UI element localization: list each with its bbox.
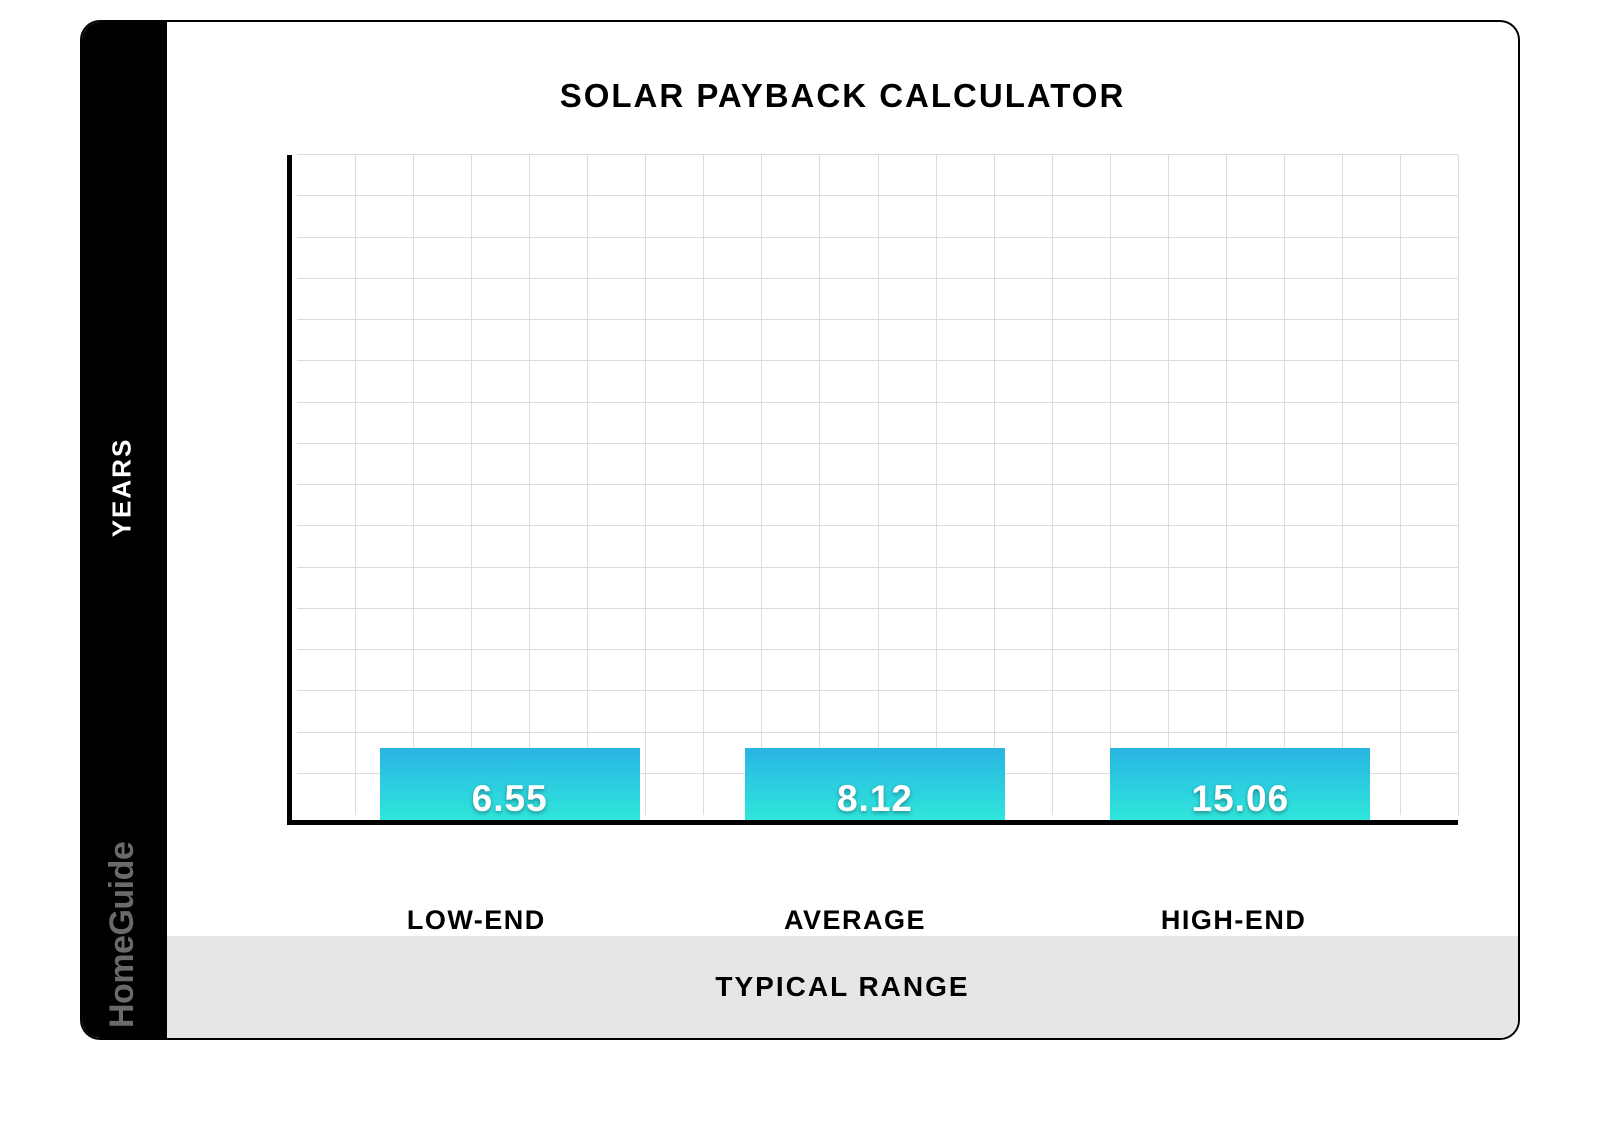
brand-logo: HomeGuide	[103, 842, 142, 1028]
y-axis-label: YEARS	[107, 438, 138, 538]
bar-value: 6.55	[472, 778, 548, 820]
x-axis-label: TYPICAL RANGE	[187, 971, 1498, 1003]
x-tick-label: AVERAGE	[685, 905, 1026, 936]
bar-value: 15.06	[1192, 778, 1290, 820]
footer: TYPICAL RANGE	[167, 936, 1518, 1038]
bar-wrap: 8.12	[711, 748, 1040, 820]
bar: 8.12	[745, 748, 1005, 820]
bar-wrap: 6.55	[345, 748, 674, 820]
bar: 6.55	[380, 748, 640, 820]
x-tick-label: LOW-END	[306, 905, 647, 936]
main-area: SOLAR PAYBACK CALCULATOR 6.55 8.12 15.06 L…	[167, 22, 1518, 1038]
bar: 15.06	[1110, 748, 1370, 820]
chart-card: YEARS HomeGuide SOLAR PAYBACK CALCULATOR…	[80, 20, 1520, 1040]
chart-area: 6.55 8.12 15.06	[167, 145, 1518, 875]
bar-value: 8.12	[837, 778, 913, 820]
sidebar: YEARS HomeGuide	[82, 22, 167, 1038]
chart-title: SOLAR PAYBACK CALCULATOR	[167, 22, 1518, 145]
bar-wrap: 15.06	[1076, 748, 1405, 820]
x-tick-label: HIGH-END	[1063, 905, 1404, 936]
bars-container: 6.55 8.12 15.06	[292, 155, 1458, 820]
grid-line-vertical	[1458, 155, 1459, 815]
plot: 6.55 8.12 15.06	[287, 155, 1458, 825]
x-labels: LOW-END AVERAGE HIGH-END	[167, 875, 1518, 936]
